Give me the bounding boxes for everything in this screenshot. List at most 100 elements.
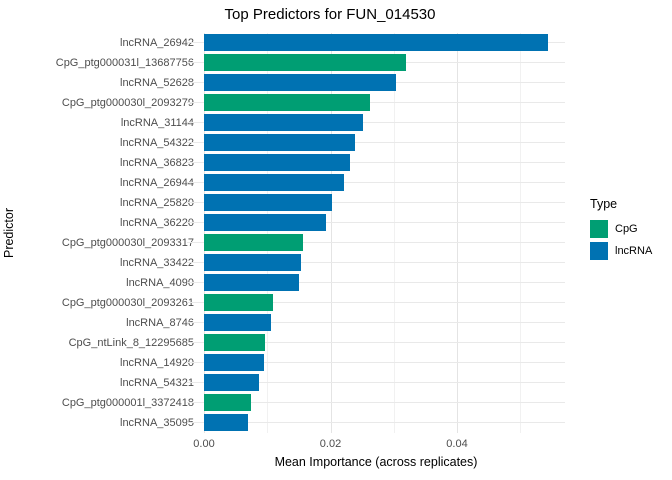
bar-row-lncRNA_54322 xyxy=(187,133,565,153)
y-tick-label-CpG_ptg000031l_13687756: CpG_ptg000031l_13687756 xyxy=(55,57,194,69)
gridline-minor-x xyxy=(393,33,395,433)
bar-CpG_ptg000031l_13687756 xyxy=(204,54,406,71)
y-tick-label-lncRNA_54321: lncRNA_54321 xyxy=(120,377,194,389)
y-tick-label-CpG_ptg000030l_2093279: CpG_ptg000030l_2093279 xyxy=(61,97,194,109)
bar-lncRNA_36823 xyxy=(204,154,350,171)
x-tick-label-0.00: 0.00 xyxy=(193,438,215,450)
gridline-horizontal xyxy=(187,422,565,423)
y-tick-label-lncRNA_33422: lncRNA_33422 xyxy=(120,257,194,269)
bar-lncRNA_4090 xyxy=(204,274,299,291)
gridline-horizontal xyxy=(187,162,565,163)
gridline-minor-x xyxy=(267,33,269,433)
y-tick-label-lncRNA_26942: lncRNA_26942 xyxy=(120,37,194,49)
bar-row-lncRNA_8746 xyxy=(187,313,565,333)
gridline-major-x-0.04 xyxy=(457,33,458,433)
y-tick-label-CpG_ntLink_8_12295685: CpG_ntLink_8_12295685 xyxy=(68,337,194,349)
bar-CpG_ptg000030l_2093317 xyxy=(204,234,303,251)
bar-row-lncRNA_25820 xyxy=(187,193,565,213)
gridline-horizontal xyxy=(187,282,565,283)
y-tick-label-lncRNA_36823: lncRNA_36823 xyxy=(120,157,194,169)
bar-lncRNA_52628 xyxy=(204,74,396,91)
gridline-horizontal xyxy=(187,182,565,183)
bar-CpG_ptg000030l_2093261 xyxy=(204,294,273,311)
gridline-horizontal xyxy=(187,302,565,303)
y-axis-labels: lncRNA_26942 CpG_ptg000031l_13687756 lncRN… xyxy=(0,33,194,433)
bar-lncRNA_14920 xyxy=(204,354,264,371)
bar-row-lncRNA_26942 xyxy=(187,33,565,53)
bar-CpG_ptg000030l_2093279 xyxy=(204,94,370,111)
bar-row-lncRNA_36823 xyxy=(187,153,565,173)
bar-row-CpG_ptg000001l_3372418 xyxy=(187,393,565,413)
bar-lncRNA_33422 xyxy=(204,254,301,271)
bar-row-lncRNA_36220 xyxy=(187,213,565,233)
gridline-major-x-0.02 xyxy=(330,33,332,433)
bar-lncRNA_36220 xyxy=(204,214,326,231)
bar-CpG_ptg000001l_3372418 xyxy=(204,394,251,411)
gridline-minor-x xyxy=(520,33,522,433)
gridline-horizontal xyxy=(187,322,565,323)
gridline-horizontal xyxy=(187,382,565,383)
bar-row-lncRNA_31144 xyxy=(187,113,565,133)
bar-row-lncRNA_52628 xyxy=(187,73,565,93)
bar-row-CpG_ntLink_8_12295685 xyxy=(187,333,565,353)
bar-lncRNA_31144 xyxy=(204,114,363,131)
gridline-horizontal xyxy=(187,342,565,343)
bar-lncRNA_8746 xyxy=(204,314,271,331)
gridline-horizontal xyxy=(187,242,565,243)
bar-lncRNA_54321 xyxy=(204,374,259,391)
y-tick-label-lncRNA_25820: lncRNA_25820 xyxy=(120,197,194,209)
y-tick-label-lncRNA_35095: lncRNA_35095 xyxy=(120,417,194,429)
bar-row-CpG_ptg000030l_2093317 xyxy=(187,233,565,253)
gridline-horizontal xyxy=(187,262,565,263)
gridline-horizontal xyxy=(187,222,565,223)
legend-swatch-lncRNA xyxy=(590,242,608,260)
x-tick-label-0.02: 0.02 xyxy=(319,438,342,450)
bar-row-lncRNA_33422 xyxy=(187,253,565,273)
gridline-major-x-0.00 xyxy=(204,33,205,433)
bar-row-lncRNA_4090 xyxy=(187,273,565,293)
y-tick-label-lncRNA_4090: lncRNA_4090 xyxy=(126,277,194,289)
bar-row-lncRNA_26944 xyxy=(187,173,565,193)
bar-row-lncRNA_14920 xyxy=(187,353,565,373)
y-tick-label-lncRNA_8746: lncRNA_8746 xyxy=(126,317,194,329)
legend-entries: CpG lncRNA xyxy=(590,220,652,260)
bar-row-CpG_ptg000030l_2093261 xyxy=(187,293,565,313)
bar-lncRNA_25820 xyxy=(204,194,332,211)
gridline-horizontal xyxy=(187,202,565,203)
bar-lncRNA_26942 xyxy=(204,34,548,51)
bar-lncRNA_26944 xyxy=(204,174,344,191)
legend-entry-CpG: CpG xyxy=(590,220,652,238)
bar-row-lncRNA_54321 xyxy=(187,373,565,393)
legend-swatch-CpG xyxy=(590,220,608,238)
legend-entry-lncRNA: lncRNA xyxy=(590,242,652,260)
legend: Type CpG lncRNA xyxy=(590,197,652,264)
y-tick-label-lncRNA_36220: lncRNA_36220 xyxy=(120,217,194,229)
gridline-horizontal xyxy=(187,142,565,143)
x-axis-title: Mean Importance (across replicates) xyxy=(274,455,478,469)
plot-panel xyxy=(187,33,565,433)
y-tick-label-CpG_ptg000030l_2093261: CpG_ptg000030l_2093261 xyxy=(61,297,194,309)
bar-row-lncRNA_35095 xyxy=(187,413,565,433)
gridline-horizontal xyxy=(187,362,565,363)
y-tick-label-lncRNA_26944: lncRNA_26944 xyxy=(120,177,194,189)
legend-label-CpG: CpG xyxy=(615,223,638,235)
legend-label-lncRNA: lncRNA xyxy=(615,245,653,257)
y-tick-label-lncRNA_14920: lncRNA_14920 xyxy=(120,357,194,369)
gridline-horizontal xyxy=(187,122,565,123)
gridline-horizontal xyxy=(187,402,565,403)
legend-title: Type xyxy=(590,197,618,211)
bar-row-CpG_ptg000030l_2093279 xyxy=(187,93,565,113)
y-tick-label-CpG_ptg000001l_3372418: CpG_ptg000001l_3372418 xyxy=(61,397,194,409)
x-tick-label-0.04: 0.04 xyxy=(446,438,468,450)
bar-lncRNA_54322 xyxy=(204,134,355,151)
y-tick-label-lncRNA_54322: lncRNA_54322 xyxy=(120,137,194,149)
y-tick-label-lncRNA_52628: lncRNA_52628 xyxy=(120,77,194,89)
y-tick-label-CpG_ptg000030l_2093317: CpG_ptg000030l_2093317 xyxy=(61,237,194,249)
bar-lncRNA_35095 xyxy=(204,414,248,431)
y-tick-label-lncRNA_31144: lncRNA_31144 xyxy=(120,117,194,129)
bar-row-CpG_ptg000031l_13687756 xyxy=(187,53,565,73)
plot-title: Top Predictors for FUN_014530 xyxy=(224,6,436,23)
bar-CpG_ntLink_8_12295685 xyxy=(204,334,265,351)
gridline-horizontal xyxy=(187,102,565,103)
